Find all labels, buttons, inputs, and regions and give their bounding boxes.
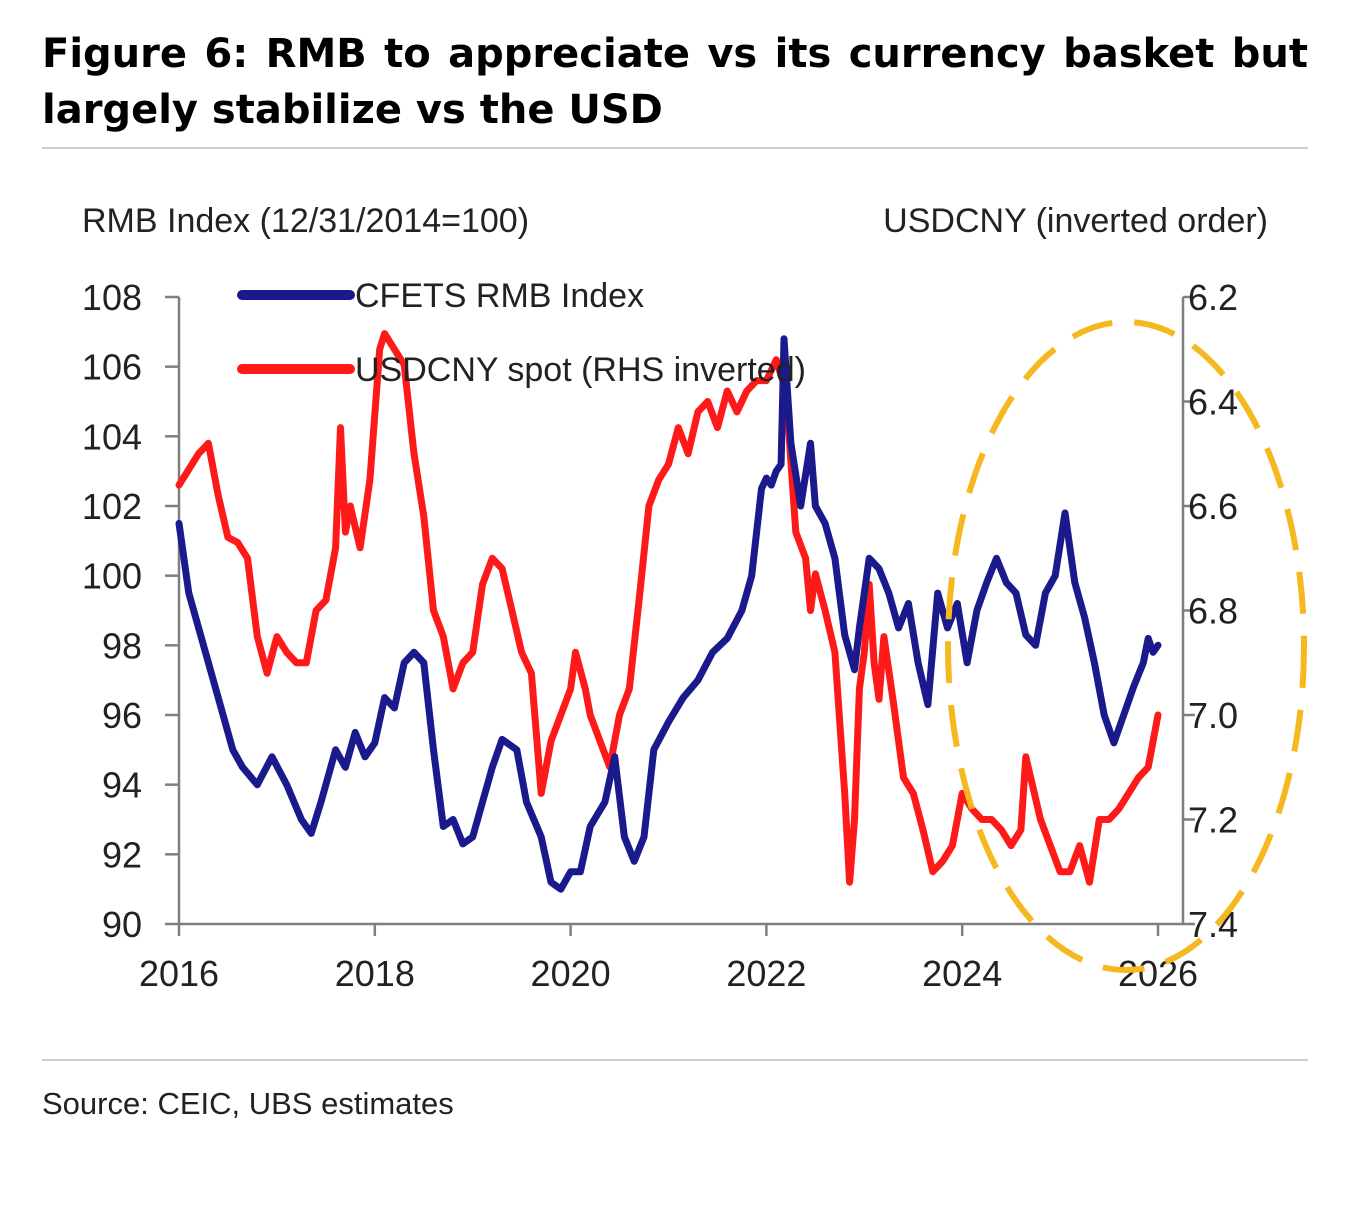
x-tick-label: 2018 [335, 953, 415, 994]
legend-label-usdcny: USDCNY spot (RHS inverted) [355, 351, 806, 389]
chart: RMB Index (12/31/2014=100) USDCNY (inver… [82, 202, 1307, 994]
left-tick-label: 102 [82, 486, 142, 527]
x-tick-label: 2020 [531, 953, 611, 994]
left-tick-label: 90 [102, 904, 142, 945]
left-tick-label: 106 [82, 347, 142, 388]
x-tick-label: 2026 [1118, 953, 1198, 994]
axes: 90 92 94 96 98 100 102 104 106 108 6.2 6.4 6.6 6.8 7.0… [82, 277, 1238, 994]
figure-title: Figure 6: RMB to appreciate vs its curre… [42, 31, 1308, 133]
right-tick-label: 7.2 [1188, 800, 1238, 841]
legend-label-cfets: CFETS RMB Index [355, 277, 644, 315]
x-tick-label: 2022 [726, 953, 806, 994]
left-tick-label: 100 [82, 556, 142, 597]
footer-divider [42, 1059, 1308, 1061]
source-note: Source: CEIC, UBS estimates [42, 1086, 454, 1121]
series-lines [175, 330, 1162, 893]
x-tick-label: 2024 [922, 953, 1002, 994]
right-tick-label: 6.8 [1188, 591, 1238, 632]
right-tick-label: 6.6 [1188, 486, 1238, 527]
right-tick-label: 7.0 [1188, 695, 1238, 736]
left-axis-label: RMB Index (12/31/2014=100) [82, 202, 529, 240]
usdcny-series-line [175, 330, 1162, 886]
cfets-series-line [175, 335, 1162, 893]
left-tick-label: 98 [102, 625, 142, 666]
highlight-ellipse [945, 319, 1307, 973]
left-tick-label: 94 [102, 765, 142, 806]
right-tick-label: 6.4 [1188, 382, 1238, 423]
x-tick-label: 2016 [139, 953, 219, 994]
left-tick-label: 104 [82, 416, 142, 457]
left-tick-label: 108 [82, 277, 142, 318]
title-divider [42, 147, 1308, 149]
left-tick-label: 96 [102, 695, 142, 736]
right-axis-label: USDCNY (inverted order) [883, 202, 1268, 240]
right-tick-label: 6.2 [1188, 277, 1238, 318]
legend: CFETS RMB Index USDCNY spot (RHS inverte… [237, 277, 806, 389]
left-tick-label: 92 [102, 834, 142, 875]
